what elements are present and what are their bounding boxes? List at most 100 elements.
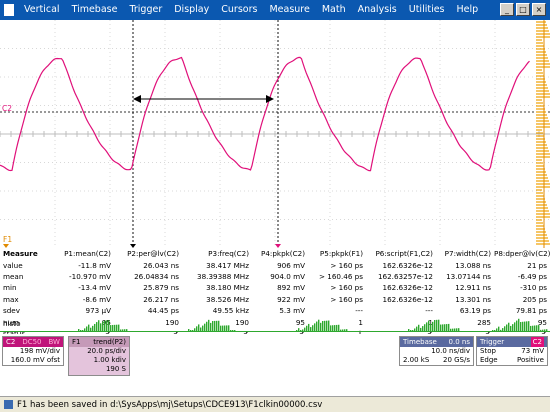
measure-cell: 26.043 ns bbox=[143, 260, 179, 270]
histo-bar bbox=[118, 324, 120, 331]
close-button[interactable]: × bbox=[532, 3, 546, 16]
histo-bar bbox=[344, 329, 346, 331]
histo-bar bbox=[434, 320, 436, 331]
histo-bar bbox=[110, 325, 112, 331]
histo-bar bbox=[208, 319, 210, 331]
menu-item-trigger[interactable]: Trigger bbox=[129, 4, 163, 15]
file-icon bbox=[4, 4, 14, 16]
histo-bar bbox=[522, 321, 524, 331]
histo-bar bbox=[88, 324, 90, 331]
measure-cell: 5.3 mV bbox=[279, 306, 305, 316]
histo-bar bbox=[408, 329, 410, 331]
histo-bar bbox=[530, 325, 532, 331]
waveform-display[interactable]: C2 F1 bbox=[0, 20, 550, 248]
histo-bar bbox=[212, 321, 214, 331]
f1-math-panel[interactable]: F1 trend(P2) 20.0 ps/div 1.00 kdiv 190 S bbox=[68, 336, 130, 376]
minimize-button[interactable]: _ bbox=[500, 3, 514, 16]
menu-item-cursors[interactable]: Cursors bbox=[221, 4, 258, 15]
trigger-title-label: Trigger bbox=[480, 338, 505, 346]
measure-cell: 162.63257e-12 bbox=[377, 271, 433, 281]
menu-item-utilities[interactable]: Utilities bbox=[408, 4, 445, 15]
histo-bar bbox=[506, 324, 508, 331]
trigger-panel[interactable]: Trigger C2 Stop 73 mV Edge Positive bbox=[476, 336, 548, 366]
measure-header-p5[interactable]: P5:pkpk(F1) bbox=[319, 249, 363, 259]
measure-header-p2[interactable]: P2:per@lv(C2) bbox=[127, 249, 179, 259]
histo-label: histo bbox=[3, 319, 21, 328]
histo-bar bbox=[102, 321, 104, 331]
trigger-source-badge: C2 bbox=[530, 337, 544, 347]
c2-channel-panel[interactable]: C2 DC50 BW 198 mV/div 160.0 mV ofst bbox=[2, 336, 64, 366]
histo-bar bbox=[304, 327, 306, 331]
measure-row-label: sdev bbox=[3, 306, 20, 316]
histo-bar bbox=[82, 330, 84, 331]
menu-item-help[interactable]: Help bbox=[456, 4, 479, 15]
menu-item-vertical[interactable]: Vertical bbox=[24, 4, 60, 15]
histo-bar bbox=[310, 327, 312, 331]
measure-cell: 1 bbox=[428, 317, 433, 327]
histo-bar bbox=[216, 320, 218, 331]
measure-header-p3[interactable]: P3:freq(C2) bbox=[208, 249, 249, 259]
measure-header-p8[interactable]: P8:dper@lv(C2) bbox=[494, 249, 550, 259]
maximize-button[interactable]: □ bbox=[516, 3, 530, 16]
measure-cell: 906 mV bbox=[277, 260, 305, 270]
measure-cell: ✔ bbox=[436, 328, 494, 339]
histo-bar bbox=[202, 325, 204, 331]
menu-item-display[interactable]: Display bbox=[174, 4, 210, 15]
measure-row-status: status✔✔✔✔⇓✔✔✔ bbox=[0, 328, 550, 339]
histo-bar bbox=[324, 320, 326, 331]
menu-item-math[interactable]: Math bbox=[321, 4, 346, 15]
histo-bar bbox=[416, 326, 418, 331]
measure-cell: 162.6326e-12 bbox=[382, 294, 433, 304]
measure-cell: -8.6 mV bbox=[82, 294, 111, 304]
measure-row-max: max -8.6 mV 26.217 ns 38.526 MHz 922 mV > 160… bbox=[0, 294, 550, 305]
histo-bar bbox=[96, 322, 98, 331]
histo-bar bbox=[508, 322, 510, 331]
menu-item-timebase[interactable]: Timebase bbox=[71, 4, 118, 15]
timebase-panel[interactable]: Timebase 0.0 ns 10.0 ns/div 2.00 kS 20 G… bbox=[399, 336, 474, 366]
measure-cell: 63.19 ps bbox=[459, 306, 491, 316]
c2-level-marker[interactable]: C2 bbox=[2, 104, 12, 113]
c2-vdiv-value: 198 mV/div bbox=[19, 347, 60, 355]
measure-cell: --- bbox=[355, 306, 363, 316]
histo-bar bbox=[92, 325, 94, 331]
histo-bar bbox=[306, 325, 308, 331]
measure-header-p6[interactable]: P6:script(F1,C2) bbox=[375, 249, 433, 259]
trigger-slope: Positive bbox=[517, 356, 544, 364]
histo-bar bbox=[420, 327, 422, 331]
histo-bar bbox=[424, 324, 426, 331]
measure-cell: ✔ bbox=[52, 328, 114, 339]
histo-bar bbox=[538, 325, 540, 331]
histo-bar bbox=[188, 329, 190, 331]
measure-cell: 49.55 kHz bbox=[212, 306, 249, 316]
app-logo-menu[interactable] bbox=[0, 0, 18, 20]
measure-cell: -310 ps bbox=[520, 283, 547, 293]
f1-samples: 190 S bbox=[69, 365, 129, 374]
measure-cell: 190 bbox=[235, 317, 249, 327]
histo-bar bbox=[334, 325, 336, 331]
measure-cell: ✔ bbox=[182, 328, 252, 339]
measure-cell: > 160.46 ps bbox=[318, 271, 363, 281]
c2-panel-title: C2 DC50 BW bbox=[3, 337, 63, 347]
save-icon bbox=[4, 400, 13, 409]
histo-bar bbox=[510, 325, 512, 331]
measure-header-p4[interactable]: P4:pkpk(C2) bbox=[261, 249, 305, 259]
measure-row-label: num bbox=[3, 317, 20, 327]
measure-header-p1[interactable]: P1:mean(C2) bbox=[64, 249, 111, 259]
measure-cell: 162.6326e-12 bbox=[382, 283, 433, 293]
histo-bar bbox=[338, 324, 340, 331]
menu-item-analysis[interactable]: Analysis bbox=[357, 4, 397, 15]
histo-bar bbox=[524, 321, 526, 331]
histo-bar bbox=[204, 323, 206, 331]
histo-bar bbox=[230, 330, 232, 331]
histo-bar bbox=[296, 330, 298, 331]
histo-bar bbox=[444, 324, 446, 331]
f1-level-marker[interactable]: F1 bbox=[3, 235, 12, 244]
histo-bar bbox=[218, 320, 220, 331]
histo-bar bbox=[536, 325, 538, 331]
histo-bar bbox=[192, 330, 194, 331]
cursor-lines[interactable] bbox=[132, 20, 279, 248]
menu-item-measure[interactable]: Measure bbox=[269, 4, 310, 15]
measure-header-p7[interactable]: P7:width(C2) bbox=[444, 249, 491, 259]
measure-cell: -10.970 mV bbox=[69, 271, 111, 281]
histo-bar bbox=[410, 330, 412, 331]
